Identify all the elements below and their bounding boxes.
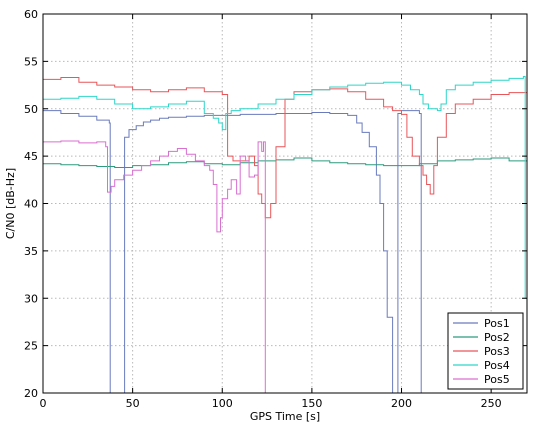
y-tick-label: 60 — [24, 8, 38, 21]
x-tick-label: 50 — [126, 397, 140, 410]
y-tick-label: 45 — [24, 150, 38, 163]
x-axis-label: GPS Time [s] — [250, 410, 320, 423]
series-line-pos2 — [43, 157, 528, 168]
y-tick-label: 35 — [24, 245, 38, 258]
x-tick-label: 200 — [391, 397, 412, 410]
x-tick-label: 250 — [481, 397, 502, 410]
legend-label: Pos5 — [484, 373, 510, 386]
legend-label: Pos4 — [484, 359, 510, 372]
y-tick-label: 55 — [24, 55, 38, 68]
axis-ticks: 0 50 100 150 200 250 20 25 30 35 40 45 50 55 60 — [24, 8, 527, 410]
y-axis-label: C/N0 [dB-Hz] — [4, 168, 17, 239]
x-tick-label: 150 — [301, 397, 322, 410]
legend-label: Pos3 — [484, 345, 510, 358]
plot-area: 0 50 100 150 200 250 20 25 30 35 40 45 50 55 60 — [24, 8, 528, 410]
series-line-pos5 — [43, 140, 268, 394]
x-tick-label: 100 — [212, 397, 233, 410]
y-tick-label: 25 — [24, 340, 38, 353]
y-tick-label: 50 — [24, 103, 38, 116]
y-tick-label: 40 — [24, 198, 38, 211]
x-tick-label: 0 — [40, 397, 47, 410]
y-tick-label: 30 — [24, 292, 38, 305]
series-line-pos4 — [43, 76, 528, 318]
legend-label: Pos2 — [484, 331, 510, 344]
legend-label: Pos1 — [484, 317, 510, 330]
y-tick-label: 20 — [24, 387, 38, 400]
